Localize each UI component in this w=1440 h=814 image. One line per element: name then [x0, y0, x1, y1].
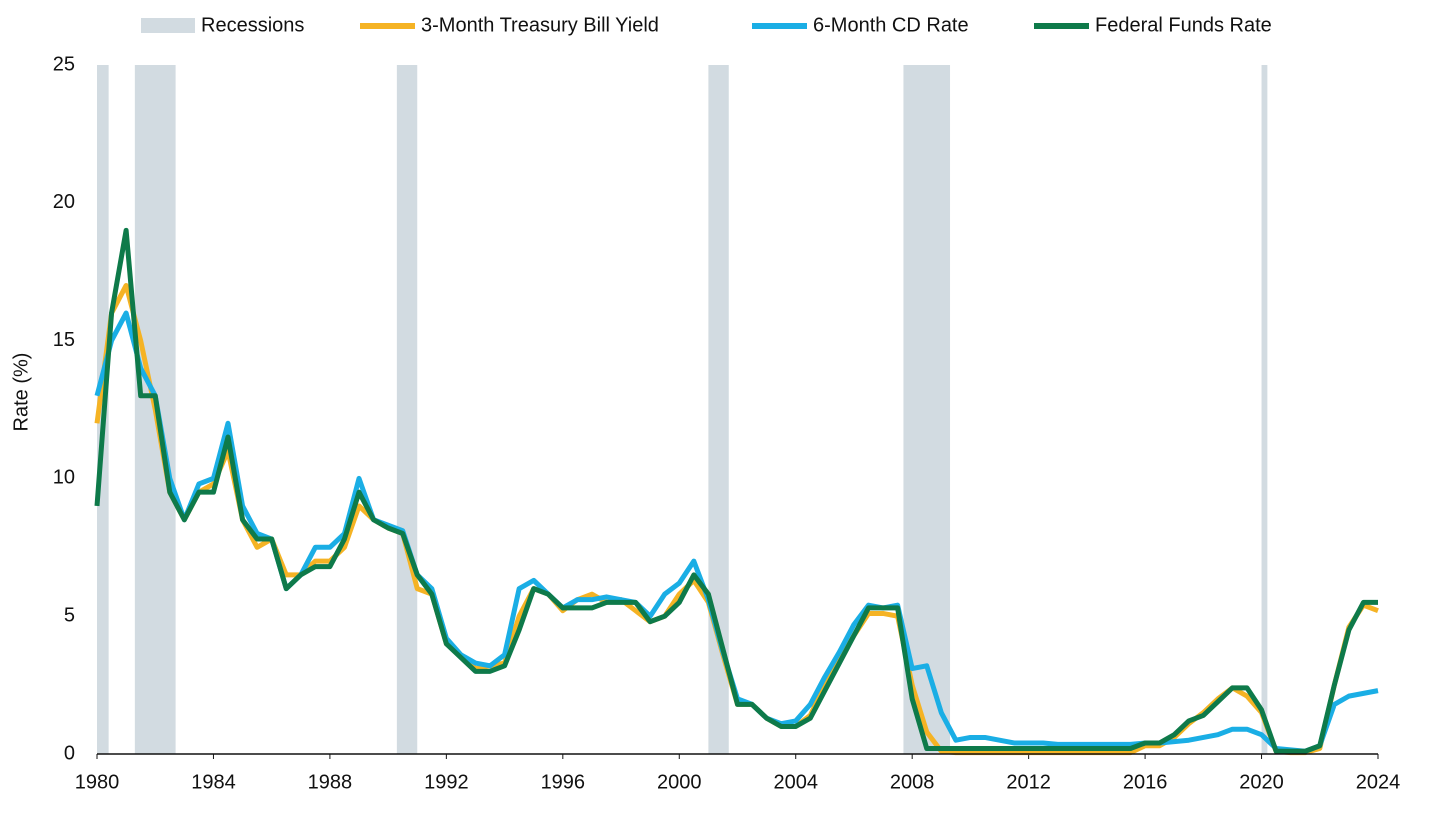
y-tick-label: 20 [53, 191, 75, 213]
legend-label: Recessions [201, 14, 304, 36]
x-tick-label: 2016 [1123, 771, 1168, 793]
x-tick-label: 2020 [1239, 771, 1284, 793]
x-tick-label: 2000 [657, 771, 702, 793]
x-tick-label: 1988 [308, 771, 353, 793]
recession-band [1261, 65, 1268, 754]
y-tick-label: 0 [64, 742, 75, 764]
y-axis-title: Rate (%) [10, 353, 32, 432]
legend-swatch [141, 18, 195, 33]
series-line [94, 310, 1379, 754]
legend-label: 6-Month CD Rate [813, 14, 969, 36]
legend-label: Federal Funds Rate [1095, 14, 1272, 36]
x-tick-label: 2004 [773, 771, 818, 793]
x-tick-label: 1996 [541, 771, 586, 793]
x-tick-label: 2024 [1356, 771, 1401, 793]
x-tick-label: 2012 [1006, 771, 1051, 793]
recession-band [396, 65, 418, 754]
x-tick-label: 1984 [191, 771, 236, 793]
legend-label: 3-Month Treasury Bill Yield [421, 14, 659, 36]
y-tick-label: 15 [53, 329, 75, 351]
y-tick-label: 10 [53, 467, 75, 489]
x-tick-label: 2008 [890, 771, 935, 793]
recession-band [903, 65, 951, 754]
x-tick-label: 1980 [75, 771, 120, 793]
y-tick-label: 5 [64, 604, 75, 626]
recession-band [708, 65, 729, 754]
series-line [94, 282, 1379, 756]
series-line [94, 227, 1378, 754]
x-tick-label: 1992 [424, 771, 469, 793]
y-tick-label: 25 [53, 53, 75, 75]
